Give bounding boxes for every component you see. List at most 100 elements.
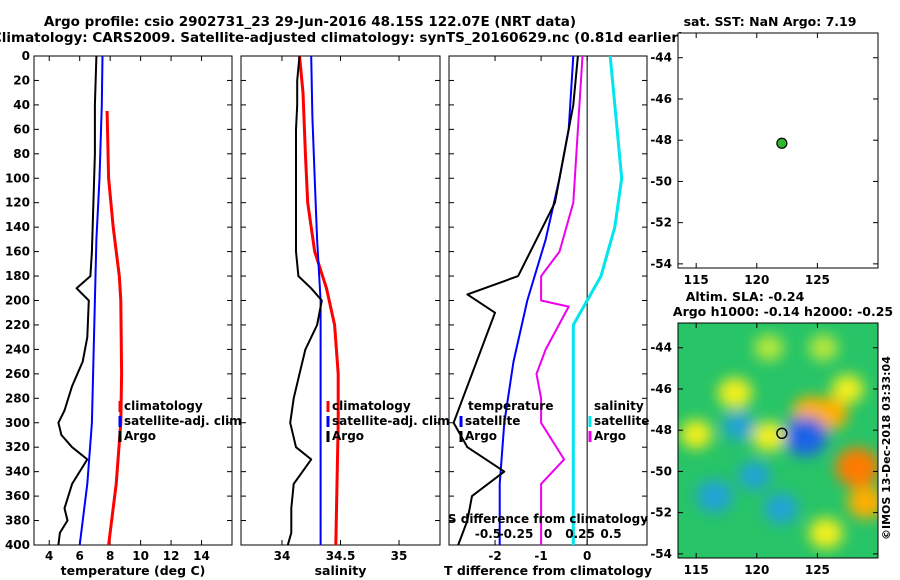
temperature-frame bbox=[33, 55, 233, 546]
temperature-legend-label: climatology bbox=[124, 399, 203, 413]
salinity-xlabel: salinity bbox=[315, 563, 367, 578]
sla_map-xtick-label: 125 bbox=[805, 563, 830, 577]
difference-s-tick-label: -0.5 bbox=[475, 527, 501, 541]
sla-anomaly-blob bbox=[808, 334, 839, 362]
temperature-xtick-label: 6 bbox=[76, 549, 84, 563]
difference-s-tick-label: -0.25 bbox=[499, 527, 534, 541]
difference-s-tick-label: 0 bbox=[544, 527, 552, 541]
sla_map-ytick-label: -54 bbox=[650, 547, 672, 561]
sla-map-title-line1: Altim. SLA: -0.24 bbox=[686, 289, 805, 304]
difference-legend-t-label: satellite bbox=[465, 414, 520, 428]
depth-tick-label: 260 bbox=[5, 367, 30, 381]
sla_map-ytick-label: -52 bbox=[650, 506, 672, 520]
sla_map-ytick-label: -44 bbox=[650, 341, 672, 355]
sla_map-ytick-label: -50 bbox=[650, 464, 672, 478]
depth-tick-label: 400 bbox=[5, 538, 30, 552]
sst_map-xtick-label: 120 bbox=[744, 273, 769, 287]
sla-anomaly-blob bbox=[831, 374, 864, 404]
depth-tick-label: 360 bbox=[5, 489, 30, 503]
sst_map-ytick-label: -52 bbox=[650, 216, 672, 230]
depth-tick-label: 100 bbox=[5, 171, 30, 185]
difference-legend-t-label: temperature bbox=[468, 399, 553, 413]
sla_map-frame bbox=[677, 322, 879, 559]
sla-anomaly-blob bbox=[783, 416, 828, 457]
depth-tick-label: 340 bbox=[5, 465, 30, 479]
salinity-legend-label: satellite-adj. clim. bbox=[332, 414, 454, 428]
temperature-xlabel: temperature (deg C) bbox=[61, 563, 206, 578]
title-line2: Climatology: CARS2009. Satellite-adjuste… bbox=[0, 30, 684, 46]
difference-legend-s-label: satellite bbox=[594, 414, 649, 428]
sst_map-frame bbox=[677, 32, 879, 269]
sla-anomaly-blob bbox=[738, 461, 771, 490]
sla-anomaly-blob bbox=[754, 334, 784, 362]
difference-salinity-satellite-line bbox=[571, 55, 624, 545]
depth-tick-label: 140 bbox=[5, 220, 30, 234]
sst-map-title: sat. SST: NaN Argo: 7.19 bbox=[684, 14, 857, 29]
argo-location-marker bbox=[776, 137, 788, 149]
sst_map-ytick-label: -48 bbox=[650, 133, 672, 147]
sst_map-xtick-label: 115 bbox=[684, 273, 709, 287]
difference-legend-s-label: Argo bbox=[594, 429, 626, 443]
sst_map-xtick-label: 125 bbox=[805, 273, 830, 287]
sla-anomaly-blob bbox=[835, 447, 878, 488]
depth-tick-label: 180 bbox=[5, 269, 30, 283]
temperature-satellite-line bbox=[78, 55, 104, 546]
temperature-legend-label: satellite-adj. clim. bbox=[124, 414, 246, 428]
salinity-frame bbox=[240, 55, 441, 546]
sla-blobs bbox=[680, 334, 878, 549]
sla-anomaly-blob bbox=[847, 485, 878, 519]
temperature-xtick-label: 12 bbox=[163, 549, 180, 563]
depth-tick-label: 40 bbox=[13, 98, 30, 112]
difference-legend-t-label: Argo bbox=[465, 429, 497, 443]
sla-map-title-line2: Argo h1000: -0.14 h2000: -0.25 bbox=[673, 304, 893, 319]
title-line1: Argo profile: csio 2902731_23 29-Jun-201… bbox=[44, 14, 576, 30]
temperature-xtick-label: 14 bbox=[193, 549, 210, 563]
difference-s-tick-label: 0.25 bbox=[565, 527, 595, 541]
depth-tick-label: 120 bbox=[5, 196, 30, 210]
difference-s-tick-label: 0.5 bbox=[600, 527, 621, 541]
depth-tick-label: 320 bbox=[5, 440, 30, 454]
salinity-xtick-label: 35 bbox=[391, 549, 408, 563]
sst_map-ytick-label: -50 bbox=[650, 174, 672, 188]
temperature-xtick-label: 8 bbox=[106, 549, 114, 563]
difference-temperature-argo-line bbox=[452, 55, 579, 546]
sst_map-ytick-label: -54 bbox=[650, 257, 672, 271]
depth-tick-label: 20 bbox=[13, 73, 30, 87]
depth-tick-label: 160 bbox=[5, 245, 30, 259]
difference-salinity-argo-line bbox=[535, 55, 584, 545]
sla-anomaly-blob bbox=[763, 493, 799, 525]
differences-xtick-label: 0 bbox=[583, 549, 591, 563]
depth-tick-label: 240 bbox=[5, 342, 30, 356]
temperature-argo-line bbox=[57, 55, 98, 546]
sla_map-xtick-label: 120 bbox=[744, 563, 769, 577]
depth-tick-label: 280 bbox=[5, 391, 30, 405]
salinity-legend-label: Argo bbox=[332, 429, 364, 443]
sst_map-ytick-label: -44 bbox=[650, 51, 672, 65]
sst_map-ytick-label: -46 bbox=[650, 92, 672, 106]
temperature-xtick-label: 10 bbox=[132, 549, 149, 563]
sla_map-ytick-label: -48 bbox=[650, 423, 672, 437]
temperature-xtick-label: 4 bbox=[45, 549, 53, 563]
differences-xlabel: T difference from climatology bbox=[444, 563, 652, 578]
temperature-legend-label: Argo bbox=[124, 429, 156, 443]
sst-map-background bbox=[678, 33, 878, 268]
chart-layer: 0204060801001201401601802002202402602803… bbox=[5, 14, 893, 578]
difference-s-axis-label: S difference from climatology bbox=[448, 512, 648, 526]
depth-tick-label: 60 bbox=[13, 122, 30, 136]
depth-tick-label: 200 bbox=[5, 294, 30, 308]
differences-xtick-label: -1 bbox=[534, 549, 547, 563]
sla-anomaly-blob bbox=[808, 517, 844, 549]
differences-xtick-label: -2 bbox=[488, 549, 501, 563]
depth-tick-label: 220 bbox=[5, 318, 30, 332]
imos-watermark: ©IMOS 13-Dec-2018 03:33:04 bbox=[880, 356, 893, 540]
sla-heatmap bbox=[678, 323, 878, 558]
sla-anomaly-blob bbox=[695, 479, 733, 513]
salinity-xtick-label: 34.5 bbox=[326, 549, 356, 563]
depth-tick-label: 0 bbox=[22, 49, 30, 63]
salinity-argo-line bbox=[286, 55, 323, 546]
sla-anomaly-blob bbox=[680, 419, 713, 449]
argo-location-ring bbox=[776, 427, 788, 439]
sla_map-xtick-label: 115 bbox=[684, 563, 709, 577]
temperature-climatology-line bbox=[105, 110, 124, 546]
